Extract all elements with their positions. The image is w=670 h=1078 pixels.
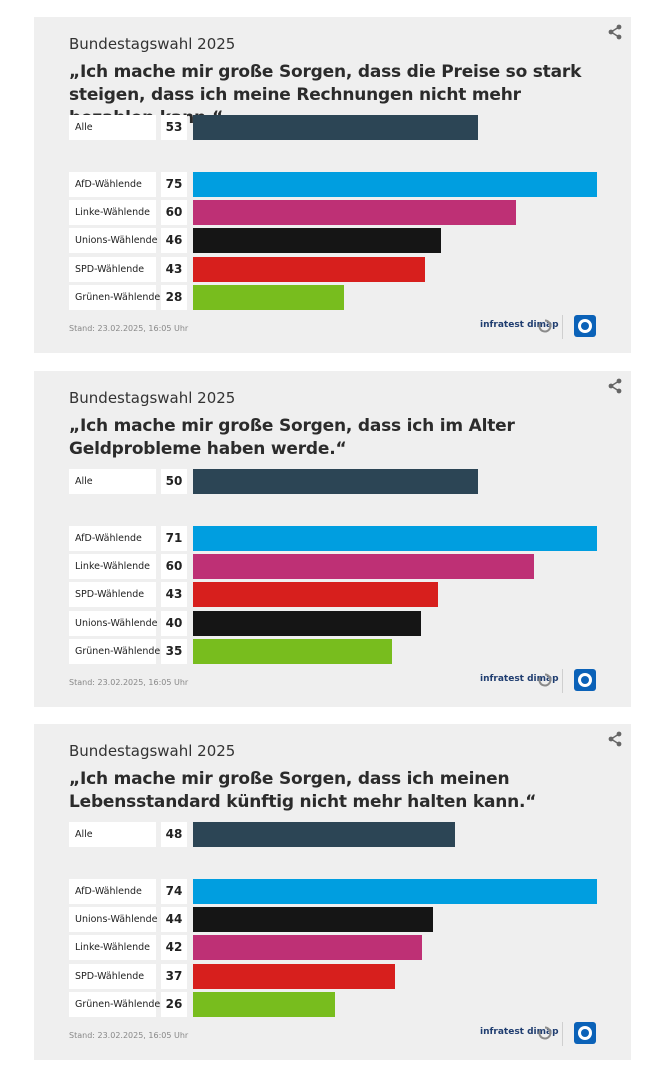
bar	[193, 200, 516, 225]
bar-row: AfD-Wählende 74	[69, 879, 597, 904]
chart-subtitle: Bundestagswahl 2025	[69, 35, 236, 53]
bar-row: Alle 50	[69, 469, 597, 494]
bar	[193, 935, 422, 960]
bar-value: 44	[161, 907, 187, 932]
bar-row: Alle 53	[69, 115, 597, 140]
share-icon[interactable]	[607, 731, 623, 747]
chart-subtitle: Bundestagswahl 2025	[69, 742, 236, 760]
infratest-logo-icon	[538, 1026, 552, 1040]
bar-label: SPD-Wählende	[69, 582, 156, 607]
tagesschau-logo-icon	[574, 1022, 596, 1044]
bar-value: 43	[161, 257, 187, 282]
bar-value: 50	[161, 469, 187, 494]
bar-label: Linke-Wählende	[69, 554, 156, 579]
divider	[562, 1022, 563, 1046]
bar	[193, 992, 335, 1017]
chart-card-3: Bundestagswahl 2025 „Ich mache mir große…	[34, 724, 631, 1060]
bar-value: 75	[161, 172, 187, 197]
bar-row: Unions-Wählende 46	[69, 228, 597, 253]
tagesschau-logo-icon	[574, 669, 596, 691]
infratest-logo-icon	[538, 319, 552, 333]
bar	[193, 822, 455, 847]
bar-value: 46	[161, 228, 187, 253]
bar-row: Linke-Wählende 60	[69, 554, 597, 579]
bar-label: Linke-Wählende	[69, 200, 156, 225]
bar-label: Unions-Wählende	[69, 228, 157, 253]
bar-label: AfD-Wählende	[69, 172, 156, 197]
bar-value: 35	[161, 639, 187, 664]
bar-value: 26	[161, 992, 187, 1017]
bar-value: 37	[161, 964, 187, 989]
bar	[193, 469, 478, 494]
timestamp: Stand: 23.02.2025, 16:05 Uhr	[69, 678, 189, 687]
source-label: infratest dimap	[480, 1027, 559, 1037]
bar	[193, 257, 425, 282]
share-icon[interactable]	[607, 378, 623, 394]
bar	[193, 228, 441, 253]
bar-label: AfD-Wählende	[69, 879, 156, 904]
bar	[193, 964, 395, 989]
bar-label: Grünen-Wählende	[69, 992, 160, 1017]
bar-label: SPD-Wählende	[69, 257, 156, 282]
bar	[193, 611, 421, 636]
source-label: infratest dimap	[480, 320, 559, 330]
bar-label: Linke-Wählende	[69, 935, 156, 960]
chart-title: „Ich mache mir große Sorgen, dass ich im…	[69, 416, 515, 459]
share-icon[interactable]	[607, 24, 623, 40]
divider	[562, 315, 563, 339]
chart-card-1: Bundestagswahl 2025 „Ich mache mir große…	[34, 17, 631, 353]
bar	[193, 172, 597, 197]
timestamp: Stand: 23.02.2025, 16:05 Uhr	[69, 1031, 189, 1040]
infratest-logo-icon	[538, 673, 552, 687]
bar-row: Unions-Wählende 44	[69, 907, 597, 932]
divider	[562, 669, 563, 693]
bar-label: Alle	[69, 469, 156, 494]
bar	[193, 285, 344, 310]
bar-value: 28	[161, 285, 187, 310]
bar-row: Alle 48	[69, 822, 597, 847]
bar-value: 43	[161, 582, 187, 607]
bar-label: Alle	[69, 115, 156, 140]
bar-value: 60	[161, 554, 187, 579]
bar	[193, 879, 597, 904]
bar-row: AfD-Wählende 71	[69, 526, 597, 551]
bar-row: SPD-Wählende 43	[69, 582, 597, 607]
bar-label: SPD-Wählende	[69, 964, 156, 989]
bar-label: Grünen-Wählende	[69, 639, 160, 664]
timestamp: Stand: 23.02.2025, 16:05 Uhr	[69, 324, 189, 333]
chart-title: „Ich mache mir große Sorgen, dass ich me…	[69, 769, 537, 812]
bar-label: Unions-Wählende	[69, 907, 157, 932]
bar-label: Alle	[69, 822, 156, 847]
bar-value: 71	[161, 526, 187, 551]
bar	[193, 554, 534, 579]
bar-row: Unions-Wählende 40	[69, 611, 597, 636]
bar	[193, 639, 392, 664]
bar-value: 42	[161, 935, 187, 960]
bar-value: 74	[161, 879, 187, 904]
bar-value: 40	[161, 611, 187, 636]
bar	[193, 582, 438, 607]
bar-row: Grünen-Wählende 28	[69, 285, 597, 310]
bar-row: SPD-Wählende 43	[69, 257, 597, 282]
bar-label: AfD-Wählende	[69, 526, 156, 551]
bar-row: Grünen-Wählende 35	[69, 639, 597, 664]
bar-value: 60	[161, 200, 187, 225]
bar-label: Grünen-Wählende	[69, 285, 160, 310]
bar	[193, 115, 478, 140]
bar-value: 53	[161, 115, 187, 140]
bar-row: SPD-Wählende 37	[69, 964, 597, 989]
bar-row: Linke-Wählende 60	[69, 200, 597, 225]
source-label: infratest dimap	[480, 674, 559, 684]
bar-row: AfD-Wählende 75	[69, 172, 597, 197]
bar-row: Grünen-Wählende 26	[69, 992, 597, 1017]
tagesschau-logo-icon	[574, 315, 596, 337]
bar	[193, 907, 433, 932]
bar-value: 48	[161, 822, 187, 847]
chart-card-2: Bundestagswahl 2025 „Ich mache mir große…	[34, 371, 631, 707]
chart-subtitle: Bundestagswahl 2025	[69, 389, 236, 407]
bar-label: Unions-Wählende	[69, 611, 157, 636]
bar-row: Linke-Wählende 42	[69, 935, 597, 960]
bar	[193, 526, 597, 551]
